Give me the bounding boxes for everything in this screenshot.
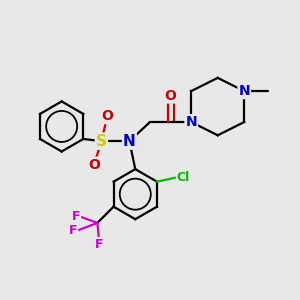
- Text: N: N: [185, 115, 197, 129]
- Text: O: O: [88, 158, 100, 172]
- Text: F: F: [94, 238, 103, 251]
- Text: Cl: Cl: [177, 171, 190, 184]
- Text: S: S: [96, 134, 107, 149]
- Text: O: O: [165, 88, 176, 103]
- Text: F: F: [69, 224, 77, 237]
- Text: O: O: [101, 109, 113, 123]
- Text: F: F: [72, 211, 80, 224]
- Text: N: N: [123, 134, 136, 149]
- Text: N: N: [238, 84, 250, 98]
